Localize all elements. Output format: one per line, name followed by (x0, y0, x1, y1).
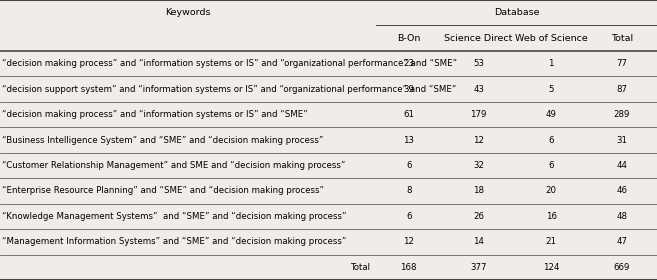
Text: 13: 13 (403, 136, 414, 144)
Text: 26: 26 (473, 212, 484, 221)
Text: 6: 6 (406, 212, 411, 221)
Text: “decision support system” and “information systems or IS” and “organizational pe: “decision support system” and “informati… (2, 85, 457, 94)
Text: 6: 6 (549, 136, 554, 144)
Text: 44: 44 (616, 161, 627, 170)
Text: 31: 31 (616, 136, 627, 144)
Text: “Management Information Systems” and “SME” and “decision making process”: “Management Information Systems” and “SM… (2, 237, 346, 246)
Text: Web of Science: Web of Science (515, 34, 587, 43)
Text: 53: 53 (473, 59, 484, 68)
Text: Database: Database (493, 8, 539, 17)
Text: 47: 47 (616, 237, 627, 246)
Text: 39: 39 (403, 85, 414, 94)
Text: “Knowledge Management Systems”  and “SME” and “decision making process”: “Knowledge Management Systems” and “SME”… (2, 212, 346, 221)
Text: 1: 1 (549, 59, 554, 68)
Text: 6: 6 (549, 161, 554, 170)
Text: Keywords: Keywords (165, 8, 211, 17)
Text: 77: 77 (616, 59, 627, 68)
Text: 5: 5 (549, 85, 554, 94)
Text: 377: 377 (470, 263, 487, 272)
Text: 87: 87 (616, 85, 627, 94)
Text: 20: 20 (546, 186, 556, 195)
Text: 49: 49 (546, 110, 556, 119)
Text: 289: 289 (614, 110, 630, 119)
Text: 16: 16 (546, 212, 556, 221)
Text: 23: 23 (403, 59, 414, 68)
Text: Science Direct: Science Direct (444, 34, 513, 43)
Text: “Enterprise Resource Planning” and “SME” and “decision making process”: “Enterprise Resource Planning” and “SME”… (2, 186, 324, 195)
Text: 43: 43 (473, 85, 484, 94)
Text: 18: 18 (473, 186, 484, 195)
Text: Total: Total (611, 34, 633, 43)
Text: “Business Intelligence System” and “SME” and “decision making process”: “Business Intelligence System” and “SME”… (2, 136, 323, 144)
Text: 6: 6 (406, 161, 411, 170)
Text: 21: 21 (546, 237, 556, 246)
Text: 48: 48 (616, 212, 627, 221)
Text: B-On: B-On (397, 34, 420, 43)
Text: 61: 61 (403, 110, 414, 119)
Text: 12: 12 (403, 237, 414, 246)
Text: 8: 8 (406, 186, 411, 195)
Text: 14: 14 (473, 237, 484, 246)
Text: “decision making process” and “information systems or IS” and “SME”: “decision making process” and “informati… (2, 110, 307, 119)
Text: “decision making process” and “information systems or IS” and “organizational pe: “decision making process” and “informati… (2, 59, 457, 68)
Text: “Customer Relationship Management” and SME and “decision making process”: “Customer Relationship Management” and S… (2, 161, 346, 170)
Text: 12: 12 (473, 136, 484, 144)
Text: 32: 32 (473, 161, 484, 170)
Text: 168: 168 (400, 263, 417, 272)
Text: 46: 46 (616, 186, 627, 195)
Text: 669: 669 (614, 263, 630, 272)
Text: 179: 179 (470, 110, 487, 119)
Text: Total: Total (351, 263, 371, 272)
Text: 124: 124 (543, 263, 560, 272)
